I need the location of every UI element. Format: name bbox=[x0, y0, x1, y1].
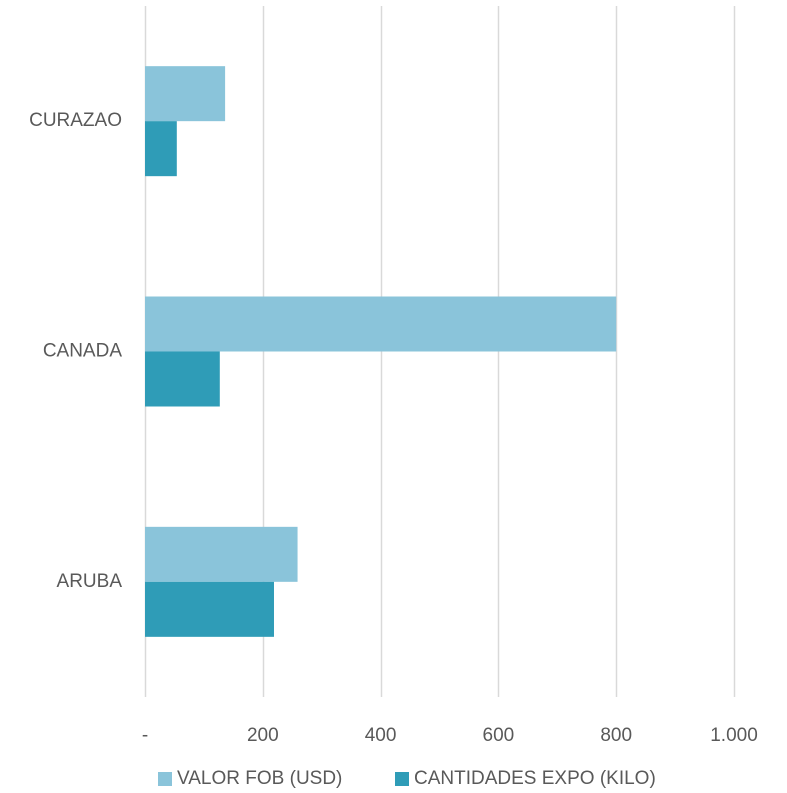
bars bbox=[145, 66, 617, 637]
bar-cantidades-expo-aruba bbox=[145, 581, 274, 637]
legend-swatch-valor-fob bbox=[158, 772, 172, 786]
bar-valor-fob-curazao bbox=[145, 66, 226, 122]
x-axis-ticks: - 200 400 600 800 1.000 bbox=[142, 725, 758, 746]
x-tick-label: - bbox=[142, 725, 148, 746]
x-tick-label: 400 bbox=[365, 725, 397, 746]
bar-cantidades-expo-canada bbox=[145, 351, 220, 407]
legend-label-valor-fob: VALOR FOB (USD) bbox=[177, 768, 342, 789]
y-axis-categories: CURAZAO CANADA ARUBA bbox=[29, 110, 122, 592]
x-tick-label: 800 bbox=[600, 725, 632, 746]
category-label-canada: CANADA bbox=[43, 341, 123, 362]
bar-valor-fob-aruba bbox=[145, 526, 298, 582]
x-tick-label: 600 bbox=[483, 725, 515, 746]
legend: VALOR FOB (USD) CANTIDADES EXPO (KILO) bbox=[158, 768, 656, 789]
legend-label-cantidades-expo: CANTIDADES EXPO (KILO) bbox=[414, 768, 656, 789]
bar-cantidades-expo-curazao bbox=[145, 121, 177, 177]
x-tick-label: 200 bbox=[247, 725, 279, 746]
category-label-curazao: CURAZAO bbox=[29, 110, 122, 131]
legend-swatch-cantidades-expo bbox=[395, 772, 409, 786]
category-label-aruba: ARUBA bbox=[57, 571, 123, 592]
bar-valor-fob-canada bbox=[145, 296, 617, 352]
x-tick-label: 1.000 bbox=[710, 725, 758, 746]
